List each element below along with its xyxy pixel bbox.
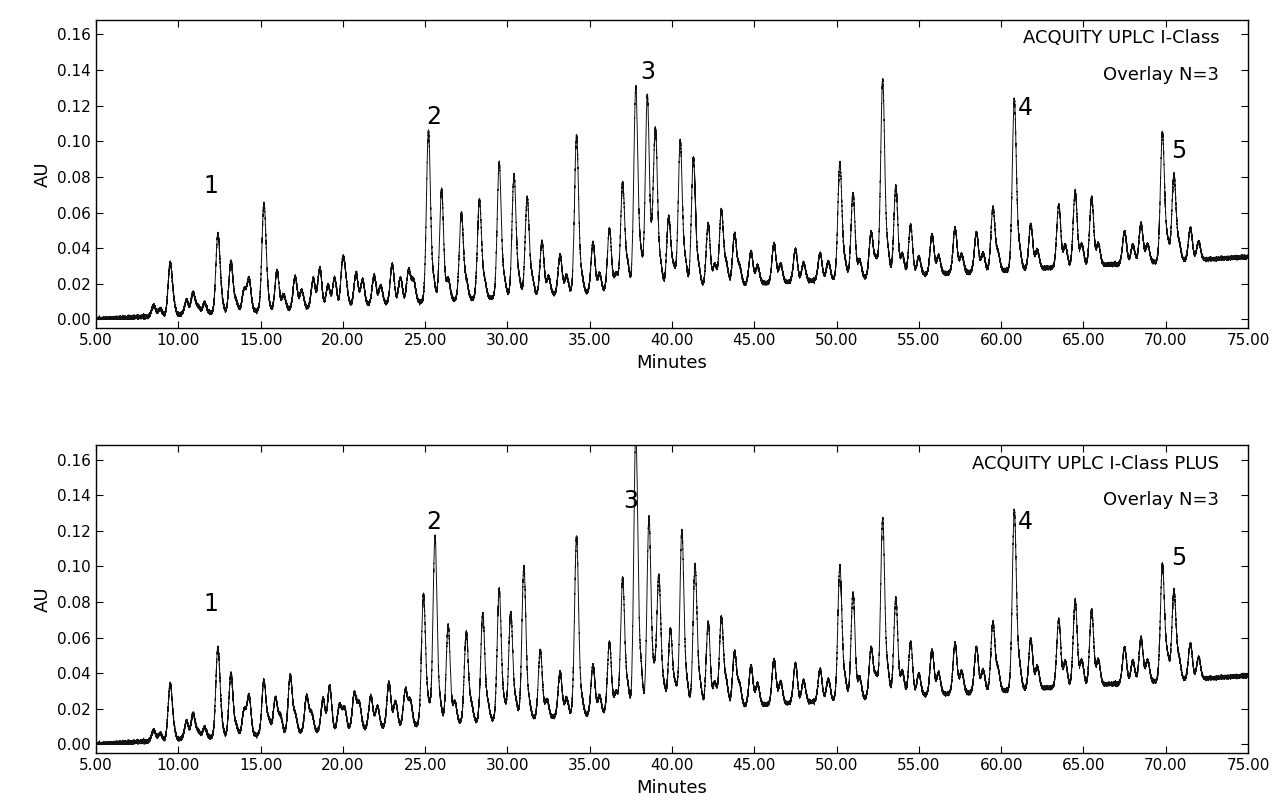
Text: Overlay N=3: Overlay N=3 bbox=[1103, 66, 1220, 84]
Text: 2: 2 bbox=[426, 510, 440, 535]
Text: 5: 5 bbox=[1171, 139, 1187, 163]
Text: 5: 5 bbox=[1171, 546, 1187, 570]
Text: ACQUITY UPLC I-Class: ACQUITY UPLC I-Class bbox=[1023, 29, 1220, 48]
X-axis label: Minutes: Minutes bbox=[636, 778, 708, 797]
Text: 3: 3 bbox=[623, 489, 639, 513]
Text: Overlay N=3: Overlay N=3 bbox=[1103, 492, 1220, 509]
Text: ACQUITY UPLC I-Class PLUS: ACQUITY UPLC I-Class PLUS bbox=[973, 454, 1220, 472]
Text: 3: 3 bbox=[640, 60, 655, 84]
Y-axis label: AU: AU bbox=[33, 586, 51, 612]
Text: 4: 4 bbox=[1019, 96, 1033, 120]
Y-axis label: AU: AU bbox=[33, 161, 51, 187]
Text: 1: 1 bbox=[204, 174, 219, 198]
Text: 4: 4 bbox=[1019, 510, 1033, 535]
Text: 2: 2 bbox=[426, 104, 440, 129]
Text: 1: 1 bbox=[204, 592, 219, 616]
X-axis label: Minutes: Minutes bbox=[636, 354, 708, 372]
